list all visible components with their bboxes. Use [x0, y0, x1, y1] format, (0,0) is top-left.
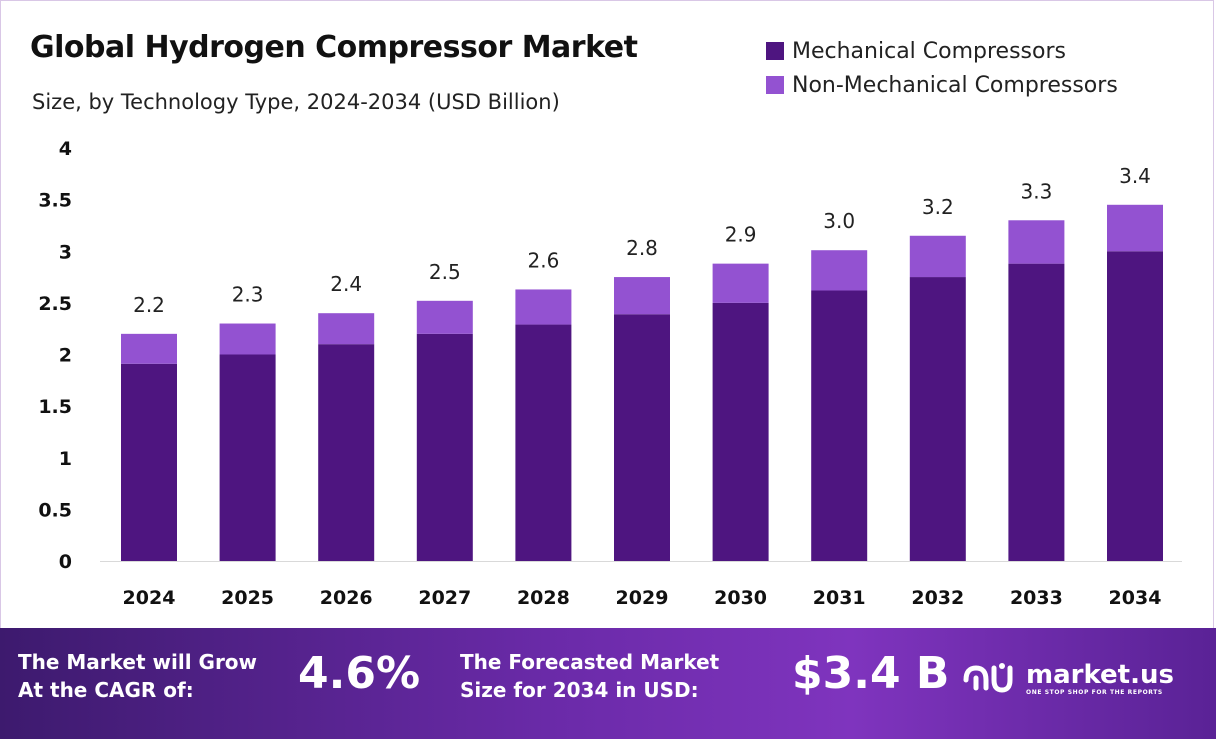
- bar-total-label: 2.9: [725, 223, 757, 247]
- bar-total-label: 3.0: [823, 209, 855, 233]
- y-tick-label: 4: [59, 138, 72, 160]
- bar-total-label: 2.3: [232, 283, 264, 307]
- y-tick-label: 0.5: [38, 499, 72, 521]
- footer-banner: The Market will Grow At the CAGR of: 4.6…: [0, 628, 1216, 739]
- bar-total-label: 3.3: [1020, 179, 1052, 203]
- bar-segment-non-mechanical: [219, 323, 276, 355]
- bar-segment-mechanical: [909, 277, 966, 561]
- market-us-logo-icon: [963, 663, 1013, 693]
- x-tick-label: 2030: [714, 587, 767, 609]
- legend-swatch-mechanical: [766, 42, 784, 60]
- bar-segment-mechanical: [219, 354, 276, 561]
- bar-segment-mechanical: [811, 290, 868, 561]
- x-tick-label: 2033: [1010, 587, 1063, 609]
- forecast-caption-line1: The Forecasted Market: [460, 650, 720, 674]
- cagr-caption-line1: The Market will Grow: [18, 650, 258, 674]
- bar-segment-mechanical: [614, 314, 670, 561]
- y-tick-label: 3.5: [38, 190, 72, 212]
- legend: Mechanical Compressors Non-Mechanical Co…: [766, 34, 1118, 102]
- bar-segment-non-mechanical: [1107, 204, 1163, 252]
- cagr-caption-line2: At the CAGR of:: [18, 678, 194, 702]
- bar-total-label: 2.5: [429, 260, 461, 284]
- x-tick-label: 2028: [517, 587, 570, 609]
- forecast-caption-line2: Size for 2034 in USD:: [460, 678, 699, 702]
- forecast-caption: The Forecasted Market Size for 2034 in U…: [460, 648, 719, 704]
- bar-chart: 0 0.5 1 1.5 2 2.5 3 3.5 4 2.2 2024 2.3 2025 2.4 2026 2.…: [38, 138, 1182, 609]
- legend-item-mechanical: Mechanical Compressors: [766, 34, 1118, 68]
- bar-segment-non-mechanical: [1008, 220, 1065, 264]
- legend-swatch-non-mechanical: [766, 76, 784, 94]
- x-tick-label: 2032: [911, 587, 964, 609]
- bar-segment-non-mechanical: [416, 300, 473, 334]
- y-tick-label: 2.5: [38, 293, 72, 315]
- legend-label-non-mechanical: Non-Mechanical Compressors: [792, 72, 1118, 98]
- bar-total-label: 2.2: [133, 293, 165, 317]
- bar-segment-mechanical: [515, 324, 572, 561]
- bar-total-label: 2.8: [626, 236, 658, 260]
- bar-segment-mechanical: [318, 344, 375, 561]
- market-us-logo: market.us ONE STOP SHOP FOR THE REPORTS: [962, 658, 1174, 698]
- x-tick-label: 2029: [616, 587, 669, 609]
- bar-total-label: 3.4: [1119, 164, 1151, 188]
- forecast-value: $3.4 B: [792, 648, 950, 699]
- bar-segment-non-mechanical: [614, 277, 670, 315]
- x-tick-label: 2024: [123, 587, 176, 609]
- chart-subtitle: Size, by Technology Type, 2024-2034 (USD…: [32, 90, 560, 114]
- x-tick-label: 2034: [1109, 587, 1162, 609]
- y-tick-label: 0: [59, 551, 72, 573]
- logo-tagline: ONE STOP SHOP FOR THE REPORTS: [1026, 688, 1163, 696]
- y-tick-label: 1: [59, 448, 72, 470]
- logo-name: market.us: [1026, 659, 1174, 690]
- bar-total-label: 3.2: [922, 195, 954, 219]
- legend-item-non-mechanical: Non-Mechanical Compressors: [766, 68, 1118, 102]
- x-tick-label: 2025: [221, 587, 274, 609]
- legend-label-mechanical: Mechanical Compressors: [792, 38, 1066, 64]
- bar-segment-non-mechanical: [121, 333, 177, 364]
- y-tick-label: 3: [59, 241, 72, 263]
- cagr-value: 4.6%: [298, 648, 421, 699]
- bar-segment-non-mechanical: [712, 263, 769, 303]
- bar-segment-mechanical: [712, 302, 769, 561]
- bar-segment-mechanical: [1107, 251, 1163, 561]
- x-tick-label: 2027: [418, 587, 471, 609]
- bar-segment-non-mechanical: [318, 313, 375, 345]
- bar-total-label: 2.4: [330, 272, 362, 296]
- bar-total-label: 2.6: [527, 248, 559, 272]
- bar-segment-non-mechanical: [515, 289, 572, 325]
- x-tick-label: 2026: [320, 587, 373, 609]
- bar-segment-non-mechanical: [811, 250, 868, 291]
- bar-segment-mechanical: [416, 333, 473, 561]
- y-tick-label: 2: [59, 345, 72, 367]
- bar-segment-mechanical: [121, 363, 177, 561]
- chart-title: Global Hydrogen Compressor Market: [30, 30, 638, 65]
- cagr-caption: The Market will Grow At the CAGR of:: [18, 648, 257, 704]
- y-tick-label: 1.5: [38, 396, 72, 418]
- bar-segment-non-mechanical: [909, 235, 966, 278]
- x-tick-label: 2031: [813, 587, 866, 609]
- bar-segment-mechanical: [1008, 263, 1065, 561]
